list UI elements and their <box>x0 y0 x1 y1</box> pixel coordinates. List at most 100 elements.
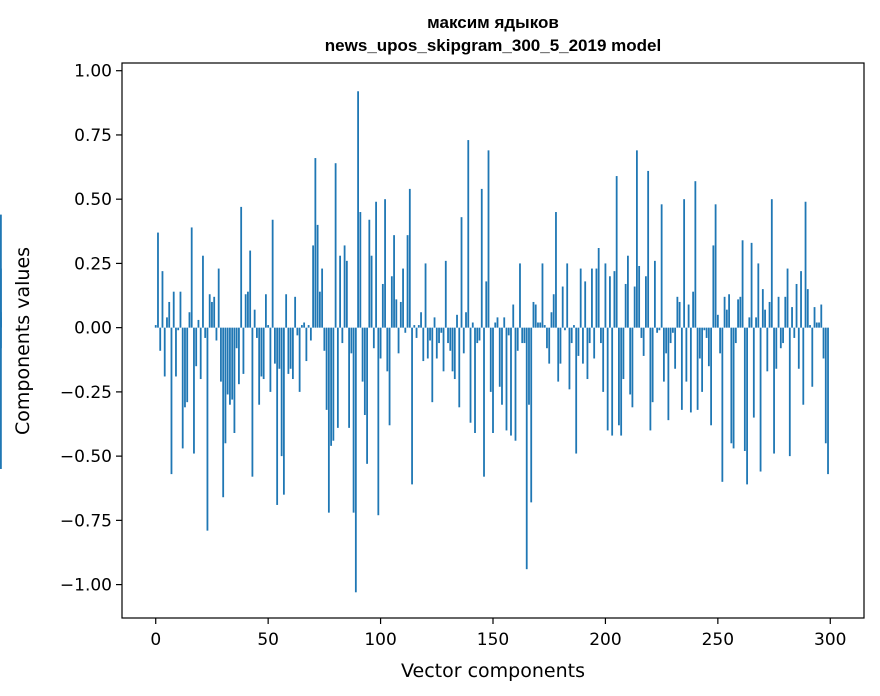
bar-component-3 <box>161 271 164 328</box>
bar-component-292 <box>811 327 814 387</box>
bar-component-210 <box>627 255 629 328</box>
bar-component-282 <box>788 327 791 457</box>
x-tick-label: 200 <box>589 630 621 650</box>
bar-component-275 <box>773 327 775 454</box>
bar-component-19 <box>197 319 200 328</box>
bar-component-181 <box>561 286 564 328</box>
bar-component-172 <box>541 263 544 328</box>
bar-component-182 <box>564 327 566 331</box>
y-tick-label: 0.75 <box>74 126 112 146</box>
bar-component-80 <box>334 163 337 328</box>
bar-component-21 <box>202 255 204 328</box>
bar-component-151 <box>494 322 497 328</box>
bar-component-undefined <box>0 327 2 469</box>
bar-component-78 <box>330 327 333 446</box>
bar-component-272 <box>766 327 769 372</box>
bar-component-2 <box>159 327 162 351</box>
bar-component-105 <box>390 276 393 328</box>
bar-component-225 <box>660 204 663 328</box>
bar-component-159 <box>512 304 515 328</box>
bar-component-40 <box>244 294 247 328</box>
bar-component-undefined <box>0 214 2 328</box>
bar-component-296 <box>820 304 823 328</box>
bar-component-undefined <box>0 312 2 328</box>
bar-component-146 <box>483 327 485 477</box>
bar-component-229 <box>669 327 672 344</box>
bar-component-64 <box>298 327 301 392</box>
bar-series <box>0 91 829 593</box>
bar-component-148 <box>487 150 490 328</box>
bar-component-257 <box>732 327 735 449</box>
bar-component-171 <box>539 322 542 328</box>
x-axis: 0 50 100 150 200 250 300 <box>150 618 846 650</box>
bar-component-23 <box>206 327 209 531</box>
bar-component-90 <box>357 91 359 328</box>
bar-component-18 <box>195 327 198 367</box>
y-tick-label: −0.25 <box>60 383 112 403</box>
bar-component-62 <box>294 296 297 328</box>
bar-component-37 <box>238 327 240 385</box>
y-axis: −1.00 −0.75 −0.50 −0.25 0.00 0.25 0.50 0.75 1.00 <box>60 62 122 596</box>
y-tick-label: −1.00 <box>60 576 112 596</box>
bar-component-24 <box>208 294 211 328</box>
bar-component-131 <box>449 327 452 351</box>
bar-component-261 <box>741 240 744 328</box>
bar-component-216 <box>640 327 643 338</box>
bar-component-245 <box>705 327 708 338</box>
bar-component-149 <box>489 327 492 392</box>
bar-component-167 <box>530 327 533 503</box>
bar-component-82 <box>339 255 341 328</box>
bar-component-242 <box>698 327 701 359</box>
bar-component-220 <box>649 327 652 431</box>
bar-component-129 <box>444 260 447 328</box>
bar-component-136 <box>460 217 463 328</box>
bar-component-93 <box>363 327 366 416</box>
bar-component-17 <box>193 327 195 454</box>
bar-component-163 <box>521 327 524 344</box>
bar-component-192 <box>586 327 589 380</box>
bar-component-42 <box>249 250 252 328</box>
bar-component-51 <box>269 327 272 392</box>
bar-component-267 <box>755 317 757 328</box>
bar-component-204 <box>613 271 616 328</box>
bar-component-222 <box>653 260 656 328</box>
bar-component-299 <box>827 327 829 475</box>
bar-component-191 <box>584 281 587 328</box>
y-tick-label: 0.50 <box>74 190 112 210</box>
bar-component-0 <box>154 325 157 328</box>
bar-component-280 <box>784 296 787 328</box>
bar-component-60 <box>289 327 292 369</box>
bar-component-264 <box>748 317 751 328</box>
bar-component-127 <box>440 327 443 333</box>
bar-component-224 <box>658 327 661 331</box>
bar-component-103 <box>386 327 389 372</box>
bar-component-150 <box>492 327 494 433</box>
x-tick-label: 250 <box>702 630 734 650</box>
bar-component-250 <box>716 314 719 328</box>
bar-component-177 <box>552 294 555 328</box>
bar-component-271 <box>764 309 766 328</box>
bar-component-70 <box>312 245 315 328</box>
bar-component-248 <box>712 245 715 328</box>
bar-component-67 <box>305 327 308 362</box>
bar-component-124 <box>433 317 436 328</box>
bar-component-269 <box>759 327 762 472</box>
bar-component-72 <box>316 224 319 328</box>
bar-component-237 <box>687 304 690 328</box>
bar-component-61 <box>291 327 294 380</box>
bar-component-34 <box>231 327 234 400</box>
bar-component-98 <box>375 201 377 328</box>
bar-component-76 <box>325 327 328 410</box>
bar-component-8 <box>172 291 175 328</box>
bar-component-247 <box>710 327 712 426</box>
bar-component-169 <box>534 304 537 328</box>
bar-component-174 <box>546 327 548 349</box>
bar-component-128 <box>442 327 445 372</box>
bar-component-268 <box>757 263 760 328</box>
bar-component-94 <box>366 327 368 464</box>
bar-component-54 <box>276 327 279 505</box>
bar-component-157 <box>507 327 510 336</box>
bar-component-7 <box>170 327 173 475</box>
y-tick-label: −0.75 <box>60 511 112 531</box>
bar-component-77 <box>327 327 330 513</box>
